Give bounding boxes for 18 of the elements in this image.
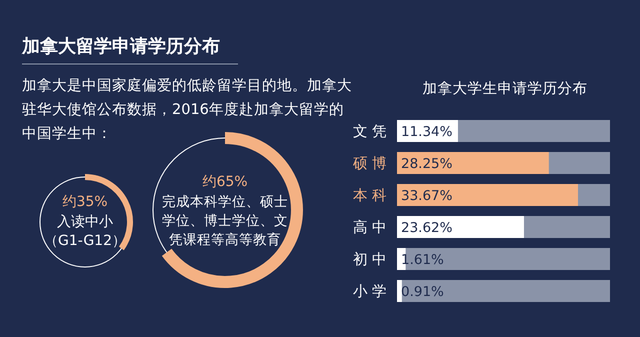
y-tick-label: 初中 <box>353 251 391 268</box>
y-tick-label: 高中 <box>353 219 391 236</box>
bar <box>397 280 402 302</box>
data-label: 28.25% <box>401 156 453 172</box>
category-label: 完成本科学位、硕士学位、博士学位、文凭课程等高等教育 <box>162 194 288 248</box>
text: 加拿大留学申请学历分布 <box>21 36 220 57</box>
y-tick-label: 文凭 <box>353 123 391 140</box>
category-label: 入读中小（G1-G12） <box>44 214 126 249</box>
y-tick-label: 本科 <box>353 187 391 204</box>
y-tick-label: 硕博 <box>352 155 391 172</box>
chart-title: 加拿大学生申请学历分布 <box>422 80 588 97</box>
data-label: 23.62% <box>401 220 453 236</box>
data-label: 约65% <box>202 174 248 190</box>
data-label: 11.34% <box>401 124 453 140</box>
data-label: 约35% <box>62 194 108 210</box>
y-tick-label: 小学 <box>353 283 391 300</box>
data-label: 33.67% <box>401 188 453 204</box>
text: 加拿大是中国家庭偏爱的低龄留学目的地。加拿大驻华大使馆公布数据，2016年度赴加拿大留学的中国学生中： <box>22 77 352 142</box>
